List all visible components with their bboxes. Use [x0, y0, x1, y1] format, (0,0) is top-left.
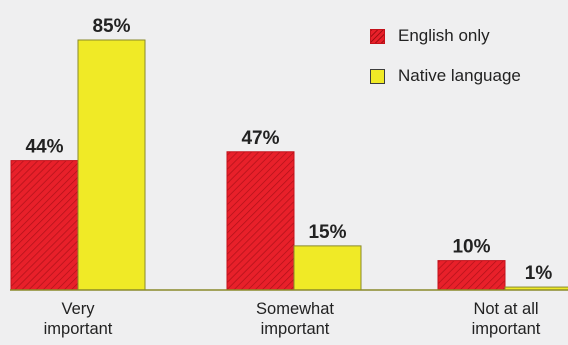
legend-label-native-language: Native language — [398, 66, 521, 85]
data-label-english-only-somewhat-important: 47% — [241, 128, 279, 149]
bar-native-language-somewhat-important — [293, 245, 362, 291]
data-label-native-language-very-important: 85% — [92, 16, 130, 37]
category-label-line: important — [43, 320, 113, 338]
legend-item-native-language: Native language — [370, 66, 521, 86]
bar-english-only-very-important — [10, 160, 79, 291]
legend-item-english-only: English only — [370, 26, 521, 46]
legend: English only Native language — [370, 26, 521, 106]
category-label-not-at-all-important: Not at all important — [436, 299, 568, 339]
category-label-line: Very — [61, 300, 95, 318]
category-label-line: Not at all — [473, 300, 539, 318]
category-label-line: Somewhat — [256, 300, 334, 318]
bar-english-only-somewhat-important — [226, 151, 295, 291]
data-label-english-only-not-at-all-important: 10% — [452, 237, 490, 258]
legend-swatch-english-only — [370, 28, 385, 44]
category-label-very-important: Very important — [8, 299, 148, 339]
category-label-line: important — [471, 320, 541, 338]
bar-native-language-very-important — [77, 39, 146, 291]
category-label-somewhat-important: Somewhat important — [225, 299, 365, 339]
legend-swatch-native-language — [370, 68, 385, 84]
data-label-native-language-somewhat-important: 15% — [308, 222, 346, 243]
data-label-english-only-very-important: 44% — [25, 137, 63, 158]
category-label-line: important — [260, 320, 330, 338]
bar-english-only-not-at-all-important — [437, 260, 506, 291]
legend-label-english-only: English only — [398, 26, 490, 45]
data-label-native-language-not-at-all-important: 1% — [525, 263, 553, 284]
